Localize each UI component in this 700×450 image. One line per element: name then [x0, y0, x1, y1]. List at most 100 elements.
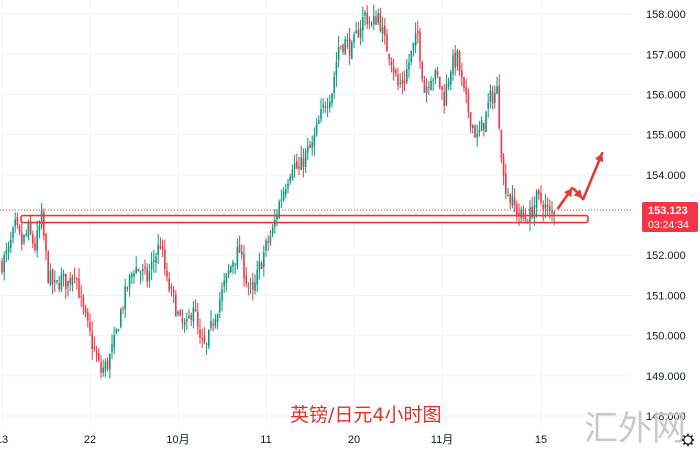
candle-body	[315, 124, 318, 135]
candle-body	[12, 227, 14, 238]
candle	[351, 39, 353, 60]
gear-icon[interactable]	[681, 433, 695, 447]
candle	[472, 123, 474, 134]
candle-body	[177, 311, 179, 315]
candle-body	[175, 294, 177, 317]
candle	[69, 271, 71, 292]
candle	[210, 310, 212, 331]
candle-body	[535, 190, 538, 208]
candle	[172, 285, 175, 303]
candle-body	[445, 84, 448, 106]
candle-body	[3, 255, 5, 273]
arrow-head	[573, 189, 583, 199]
candle	[188, 309, 190, 320]
candle	[230, 265, 232, 274]
candle	[282, 187, 285, 202]
candle-body	[392, 66, 395, 73]
candle-body	[21, 232, 23, 245]
candle-body	[14, 219, 16, 227]
candle	[144, 259, 146, 275]
current-price-label: 153.123	[648, 205, 688, 217]
candle	[247, 282, 250, 296]
candle-body	[84, 307, 87, 313]
candle-body	[194, 309, 197, 312]
candle	[155, 252, 157, 273]
candle	[478, 120, 481, 137]
candle-body	[390, 61, 393, 66]
candle-body	[538, 190, 540, 195]
candle-body	[529, 207, 531, 222]
candle	[87, 308, 89, 328]
candle	[91, 321, 93, 361]
candle	[542, 200, 544, 222]
candle-body	[320, 109, 322, 120]
candle	[159, 237, 162, 250]
candle	[157, 233, 159, 264]
candle	[373, 4, 375, 31]
x-tick-label: 15	[535, 434, 547, 446]
candle-body	[362, 17, 364, 31]
candle	[465, 78, 467, 104]
candle-body	[353, 34, 355, 43]
candle	[32, 230, 34, 249]
candle	[177, 310, 179, 317]
candle-body	[276, 215, 278, 220]
candle-body	[124, 286, 126, 310]
candle	[335, 52, 338, 87]
candle-body	[91, 332, 93, 350]
candle	[447, 77, 450, 91]
candle	[219, 291, 221, 319]
candle	[381, 16, 384, 43]
candle-body	[274, 219, 276, 228]
candle-body	[289, 176, 291, 182]
candle-body	[287, 183, 289, 189]
candle-body	[135, 267, 137, 274]
candle	[252, 272, 254, 301]
candle-body	[478, 130, 481, 133]
candle	[406, 59, 408, 85]
candle	[183, 317, 186, 333]
candle-body	[329, 101, 331, 108]
candle-body	[513, 198, 516, 206]
candle-body	[408, 62, 410, 70]
candle-body	[126, 286, 129, 290]
candle-body	[489, 90, 492, 102]
candle	[47, 250, 49, 284]
candle	[377, 8, 379, 26]
candle	[509, 193, 511, 210]
candle	[49, 263, 52, 287]
candle-body	[73, 275, 76, 277]
candle	[469, 111, 472, 134]
candle	[452, 49, 454, 81]
candle	[458, 50, 461, 76]
candle-body	[511, 195, 514, 206]
candle	[439, 76, 441, 90]
candle	[5, 242, 8, 262]
candle	[67, 280, 69, 297]
candle	[256, 260, 258, 292]
candle-body	[461, 70, 463, 78]
candle-body	[109, 354, 111, 370]
current-price-tag: 153.123 03:24:34	[642, 202, 698, 233]
candle-body	[263, 252, 265, 267]
candle	[10, 231, 12, 254]
candle	[194, 299, 197, 312]
candle-body	[1, 260, 3, 273]
candle-body	[227, 269, 230, 275]
candle-body	[256, 270, 258, 285]
candle	[419, 27, 421, 69]
x-tick-label: 10月	[166, 434, 189, 446]
candle-body	[170, 286, 173, 289]
candle	[203, 326, 206, 345]
candle-body	[269, 236, 272, 244]
candle-body	[179, 310, 181, 316]
candle	[318, 115, 320, 125]
candle-body	[518, 212, 520, 216]
candle	[423, 75, 426, 93]
x-tick-label: 22	[84, 434, 96, 446]
candle	[379, 7, 382, 33]
candle	[395, 68, 397, 77]
candles-group	[1, 4, 555, 379]
